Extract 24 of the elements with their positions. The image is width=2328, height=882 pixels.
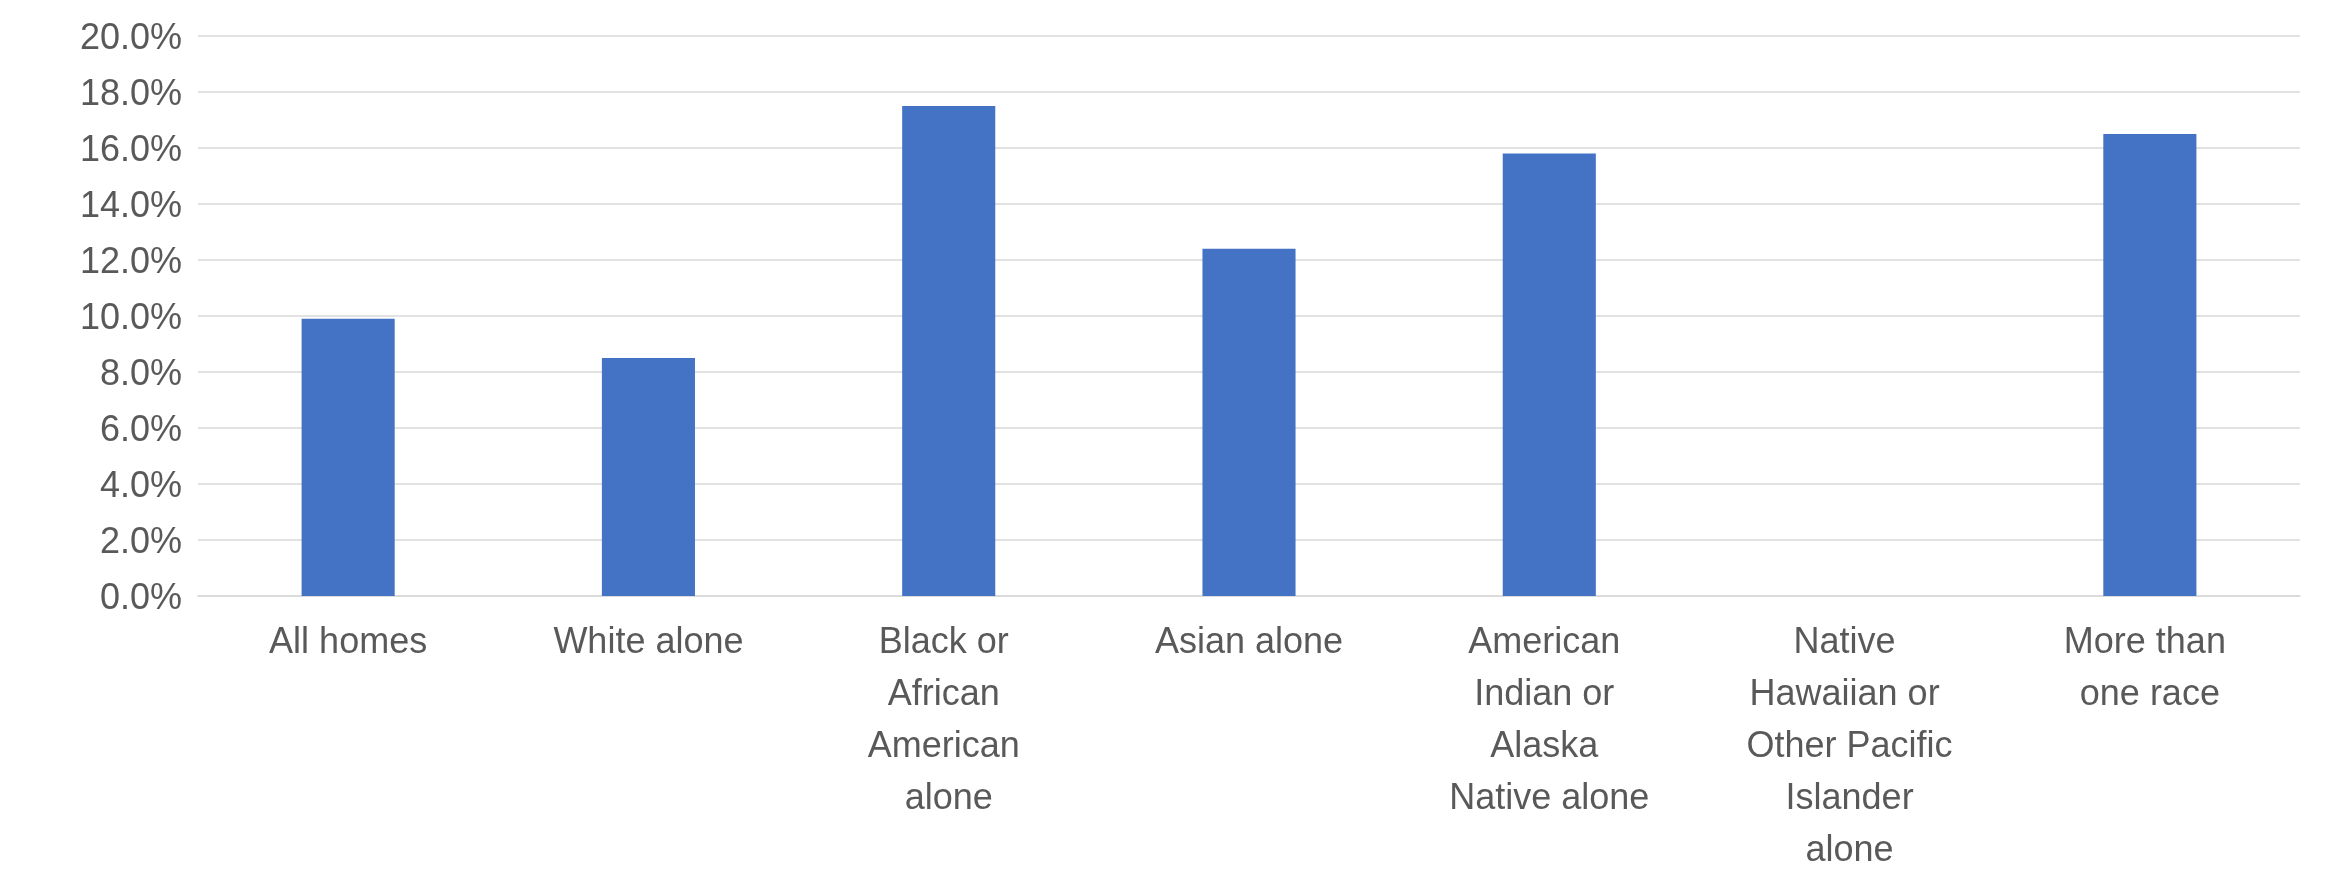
y-tick-label: 8.0% — [99, 351, 182, 393]
y-tick-label: 14.0% — [79, 183, 182, 225]
x-tick-label: White alone — [553, 619, 744, 661]
y-tick-label: 0.0% — [99, 575, 182, 617]
x-tick-label: Black or African American alone — [867, 619, 1030, 817]
x-tick-label: All homes — [269, 619, 428, 661]
bar — [601, 358, 695, 596]
y-tick-label: 4.0% — [99, 463, 182, 505]
bar — [2103, 134, 2197, 596]
y-tick-label: 10.0% — [79, 295, 182, 337]
bar — [1202, 248, 1296, 596]
bar — [301, 318, 395, 596]
bar — [902, 106, 996, 596]
bar — [1502, 153, 1596, 596]
y-tick-label: 6.0% — [99, 407, 182, 449]
y-tick-label: 20.0% — [79, 15, 182, 57]
x-tick-label: More than one race — [2063, 619, 2236, 713]
x-tick-label: Asian alone — [1154, 619, 1344, 661]
y-tick-label: 2.0% — [99, 519, 182, 561]
x-tick-label: American Indian or Alaska Native alone — [1449, 619, 1650, 817]
x-tick-label: Native Hawaiian or Other Pacific Islander alone — [1746, 619, 1953, 869]
y-tick-label: 12.0% — [79, 239, 182, 281]
y-tick-label: 16.0% — [79, 127, 182, 169]
y-tick-label: 18.0% — [79, 71, 182, 113]
